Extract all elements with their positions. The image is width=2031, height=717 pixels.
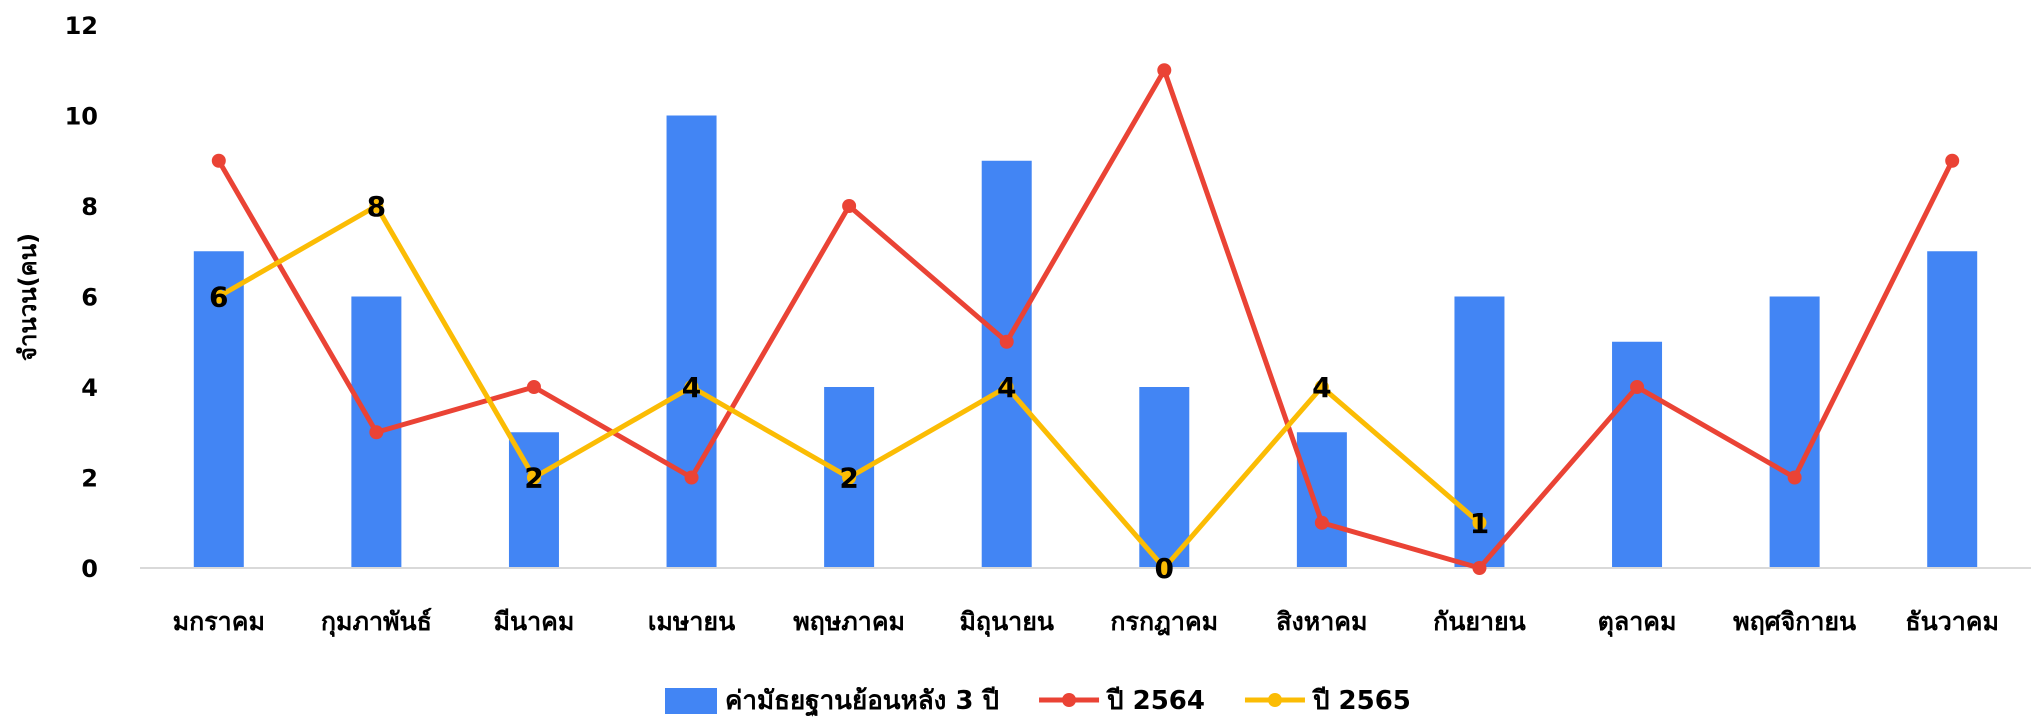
line-point [369, 425, 384, 440]
line-point [1314, 380, 1329, 394]
legend-marker [1062, 693, 1077, 707]
line-point [369, 199, 384, 213]
legend-item: ปี 2564 [1039, 686, 1205, 716]
y-tick-label: 2 [81, 465, 98, 493]
bar [1296, 432, 1347, 568]
data-label: 4 [682, 371, 701, 404]
bar [193, 251, 244, 568]
line-point [684, 380, 699, 394]
x-tick-label: มกราคม [173, 607, 265, 636]
legend-label: ค่ามัธยฐานย้อนหลัง 3 ปี [725, 686, 999, 717]
x-tick-label: สิงหาคม [1276, 607, 1367, 636]
y-tick-label: 12 [65, 12, 98, 40]
x-tick-label: มิถุนายน [959, 607, 1053, 638]
line-point [1157, 63, 1172, 78]
y-tick-label: 4 [81, 374, 98, 402]
line-point [211, 289, 226, 304]
line-point [1945, 153, 1960, 168]
line-point [1472, 561, 1487, 575]
y-tick-label: 0 [81, 555, 98, 583]
x-tick-label: ตุลาคม [1598, 607, 1677, 638]
x-tick-label: มีนาคม [494, 607, 575, 636]
bar [981, 160, 1032, 568]
line-point [842, 199, 857, 213]
y-tick-label: 8 [81, 193, 98, 221]
line-point [1157, 561, 1172, 575]
y-tick-label: 6 [81, 284, 98, 312]
line-point [999, 334, 1014, 349]
y-tick-label: 10 [65, 103, 98, 131]
legend-marker [1267, 693, 1282, 707]
x-tick-label: กรกฎาคม [1110, 607, 1218, 636]
legend-label: ปี 2564 [1106, 686, 1205, 716]
legend: ค่ามัธยฐานย้อนหลัง 3 ปี ปี 2564 ปี 2565 [665, 686, 1411, 717]
bar [1927, 251, 1978, 568]
bar [1139, 387, 1190, 568]
x-tick-label: เมษายน [648, 607, 735, 636]
data-label: 4 [997, 371, 1016, 404]
y-axis-label: จำนวน(คน) [14, 233, 42, 361]
data-label: 6 [209, 281, 228, 314]
line-point [1630, 380, 1645, 394]
legend-item: ปี 2565 [1244, 686, 1411, 716]
data-label: 8 [367, 190, 386, 223]
bar-series [193, 115, 1978, 568]
bar [508, 432, 559, 568]
data-label: 4 [1312, 371, 1331, 404]
line-point [684, 470, 699, 485]
line-point [526, 380, 541, 394]
x-tick-label: ธันวาคม [1905, 607, 1999, 636]
line-point [1472, 515, 1487, 530]
legend-item: ค่ามัธยฐานย้อนหลัง 3 ปี [665, 686, 999, 717]
line-point [1314, 515, 1329, 530]
x-tick-label: พฤศจิกายน [1733, 607, 1856, 636]
x-tick-label: กุมภาพันธ์ [321, 607, 432, 638]
line-point [842, 470, 857, 485]
bar [1769, 296, 1820, 568]
x-tick-label: กันยายน [1433, 607, 1526, 636]
line-point [1787, 470, 1802, 485]
bar [1612, 341, 1663, 568]
x-tick-label: พฤษภาคม [793, 607, 905, 636]
data-label: 2 [839, 462, 858, 495]
line-point [526, 470, 541, 485]
y-axis-ticks: 0 2 4 6 8 10 12 [65, 12, 98, 583]
x-axis-categories: มกราคม กุมภาพันธ์ มีนาคม เมษายน พฤษภาคม มิถุน… [173, 607, 1999, 638]
data-label: 0 [1155, 552, 1174, 585]
line-point [211, 153, 226, 168]
line-series [211, 63, 1960, 575]
data-label: 1 [1470, 507, 1489, 540]
data-labels: 6 8 2 4 2 4 0 4 1 [209, 190, 1489, 585]
data-label: 2 [524, 462, 543, 495]
series-line [216, 67, 1955, 571]
legend-swatch [665, 688, 717, 714]
bar [666, 115, 717, 568]
legend-label: ปี 2565 [1312, 686, 1411, 716]
line-point [999, 380, 1014, 394]
